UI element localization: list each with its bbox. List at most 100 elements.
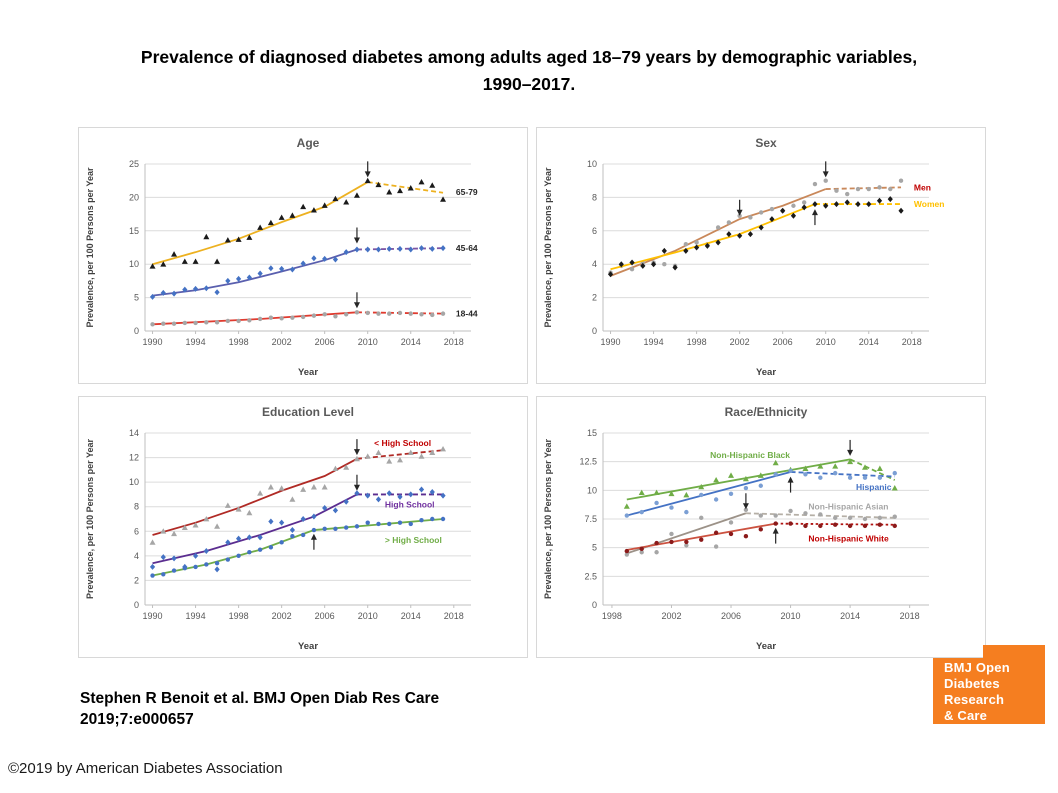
data-point	[419, 312, 424, 317]
y-axis-label: Prevalence, per 100 Persons per Year	[85, 167, 95, 327]
x-tick-label: 1990	[601, 337, 621, 347]
data-point	[728, 531, 734, 537]
data-point	[862, 523, 868, 529]
x-tick-label: 2014	[401, 337, 421, 347]
x-tick-label: 1994	[644, 337, 664, 347]
data-point	[214, 320, 220, 325]
data-point	[623, 503, 630, 509]
data-point	[698, 483, 705, 490]
data-point	[877, 475, 883, 480]
data-point	[279, 265, 285, 272]
data-point	[332, 195, 339, 202]
data-point	[743, 534, 749, 539]
data-point	[171, 555, 177, 562]
logo-text: BMJ Open Diabetes Research & Care	[944, 660, 1010, 724]
grid-and-axes: 0 5 10 15 20 25 1990 1994 1998 2002 2006 2010 2014 20…	[129, 159, 471, 347]
series-label: Men	[914, 182, 931, 192]
x-tick-label: 2006	[721, 611, 741, 621]
trend-line	[825, 186, 902, 190]
data-point	[624, 552, 630, 557]
data-point	[818, 523, 823, 529]
data-point	[268, 315, 274, 320]
series-label: Hispanic	[856, 482, 892, 492]
x-tick-label: 1998	[229, 611, 249, 621]
chart-title: Age	[297, 136, 320, 150]
data-point	[408, 521, 413, 527]
data-point	[833, 515, 838, 521]
y-tick-label: 10	[129, 259, 139, 269]
data-point	[862, 475, 868, 480]
data-point	[149, 563, 156, 570]
data-point	[654, 540, 659, 546]
data-point	[268, 545, 274, 550]
data-point	[726, 220, 732, 225]
series-label: 18-44	[456, 309, 478, 319]
grid-and-axes: 0 2.5 5 7.5 10 12.5 15 1998 2002 2006 2010 2014 2018	[579, 428, 929, 621]
x-tick-label: 2014	[401, 611, 421, 621]
data-point	[757, 472, 764, 478]
data-point	[833, 522, 838, 527]
data-point	[624, 513, 630, 518]
data-point	[246, 534, 252, 541]
data-point	[267, 484, 274, 490]
data-point	[225, 539, 231, 546]
data-point	[862, 516, 868, 522]
sex-chart-panel: Sex Prevalence, per 100 Persons per Year Y…	[536, 127, 986, 384]
data-point	[802, 465, 809, 471]
slide-title-line1: Prevalence of diagnosed diabetes among a…	[140, 47, 918, 67]
data-point	[407, 449, 414, 456]
data-point	[844, 199, 850, 206]
data-point	[160, 261, 167, 267]
data-point	[429, 182, 436, 188]
x-tick-label: 2018	[444, 337, 464, 347]
data-point	[704, 242, 710, 249]
y-tick-label: 10	[587, 485, 597, 495]
y-tick-label: 12.5	[579, 457, 597, 467]
x-tick-label: 1990	[143, 337, 163, 347]
data-point	[192, 258, 199, 264]
x-axis-label: Year	[756, 641, 776, 652]
data-point	[713, 477, 720, 483]
data-point	[699, 537, 704, 542]
data-point	[236, 318, 241, 324]
data-point	[639, 509, 644, 515]
y-tick-label: 0	[134, 326, 139, 336]
data-point	[235, 236, 242, 242]
trend-line	[626, 522, 776, 551]
x-tick-label: 2002	[730, 337, 750, 347]
data-point	[278, 214, 285, 220]
data-point	[203, 233, 210, 240]
series-High School: High School	[149, 486, 446, 573]
data-point	[654, 550, 659, 555]
y-tick-label: 2	[134, 575, 139, 585]
data-point	[440, 516, 446, 522]
citation: Stephen R Benoit et al. BMJ Open Diab Re…	[80, 688, 520, 730]
x-tick-label: 2018	[900, 611, 920, 621]
data-point	[791, 203, 796, 208]
data-point	[654, 500, 659, 506]
data-point	[353, 455, 360, 462]
data-point	[773, 472, 778, 477]
data-point	[247, 549, 252, 555]
citation-line2: 2019;7:e000657	[80, 711, 194, 728]
data-point	[866, 186, 871, 192]
data-point	[728, 472, 735, 478]
data-point	[171, 321, 177, 326]
data-point	[321, 484, 328, 490]
data-point	[193, 320, 198, 326]
x-tick-label: 2002	[272, 337, 292, 347]
data-point	[375, 496, 382, 503]
data-point	[225, 557, 231, 562]
y-tick-label: 0	[134, 600, 139, 610]
data-point	[430, 312, 435, 318]
grid-and-axes: 0 2 4 6 8 10 1990 1994 1998 2002 2006 2010 2014 2018	[587, 159, 929, 347]
data-point	[876, 465, 883, 471]
data-point	[801, 204, 807, 211]
data-point	[257, 316, 263, 322]
chart-title: Race/Ethnicity	[725, 405, 808, 419]
data-point	[236, 535, 242, 542]
x-tick-label: 2002	[661, 611, 681, 621]
data-point	[214, 523, 221, 529]
data-point	[683, 491, 690, 498]
data-point	[639, 546, 644, 552]
